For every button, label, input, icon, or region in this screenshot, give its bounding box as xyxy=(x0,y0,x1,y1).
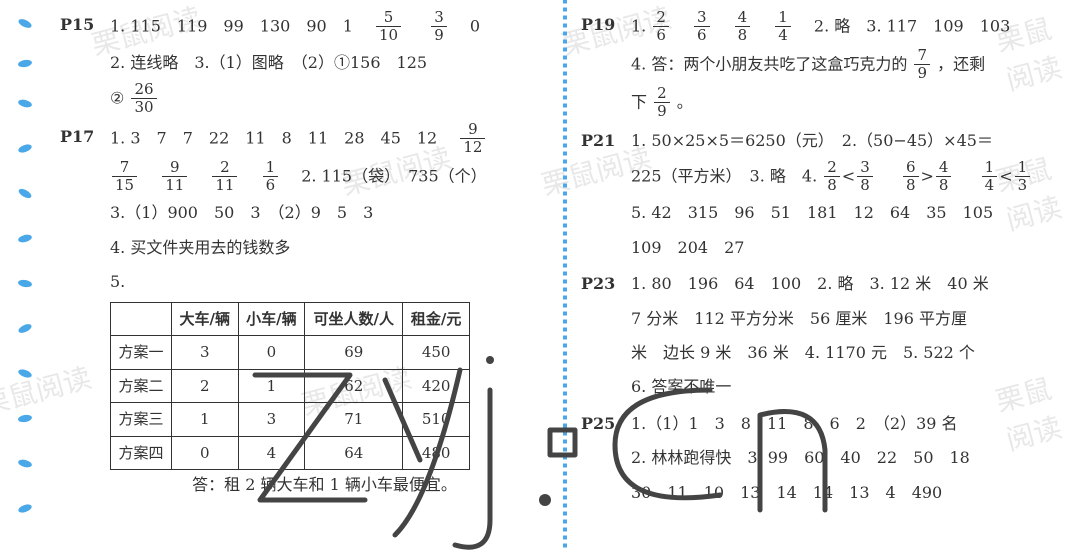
frac: 912 xyxy=(460,121,485,155)
center-divider xyxy=(559,0,571,551)
right-column: P19 1. 26 36 48 14 2. 略 3. 117 109 103 4… xyxy=(571,0,1080,551)
p23-l1: 1. 80 196 64 100 2. 略 3. 12 米 40 米 xyxy=(631,269,1060,299)
p19-l1a: 1. xyxy=(631,17,651,36)
frac: 36 xyxy=(694,9,710,43)
p21-label: P21 xyxy=(581,126,631,267)
th: 租金/元 xyxy=(403,302,470,336)
frac: 14 xyxy=(982,159,998,193)
p17-l5: 5. xyxy=(110,267,539,297)
p15-l1a: 1. 115 119 99 130 90 1 xyxy=(110,17,369,36)
frac: 16 xyxy=(263,159,279,193)
p17-content: 1. 3 7 7 22 11 8 11 28 45 12 912 715 911… xyxy=(110,122,539,504)
p15-l1b: 0 xyxy=(454,17,480,36)
frac: 26 xyxy=(653,9,669,43)
p23-l2: 7 分米 112 平方分米 56 厘米 196 平方厘 xyxy=(631,304,1060,334)
th: 大车/辆 xyxy=(171,302,238,336)
p19-l1b: 2. 略 3. 117 109 103 xyxy=(798,17,1010,36)
p23-label: P23 xyxy=(581,269,631,407)
table-row: 方案三 1 3 71 510 xyxy=(111,403,470,437)
p15-label: P15 xyxy=(60,10,110,120)
p23-l4: 6. 答案不唯一 xyxy=(631,372,1060,402)
p19-l3a: 下 xyxy=(631,93,647,112)
p21-l2a: 225（平方米） 3. 略 4. xyxy=(631,167,822,186)
p17-table: 大车/辆 小车/辆 可坐人数/人 租金/元 方案一 3 0 69 450 方案二 xyxy=(110,302,470,471)
p19-l2a: 4. 答：两个小朋友共吃了这盒巧克力的 xyxy=(631,55,907,74)
table-row: 方案一 3 0 69 450 xyxy=(111,336,470,370)
p23-content: 1. 80 196 64 100 2. 略 3. 12 米 40 米 7 分米 … xyxy=(631,269,1060,407)
p21-l3: 5. 42 315 96 51 181 12 64 35 105 xyxy=(631,198,1060,228)
p19-l2b: ，还剩 xyxy=(937,55,985,74)
frac: 68 xyxy=(903,159,919,193)
p15-l3a: ② xyxy=(110,89,124,108)
p17-label: P17 xyxy=(60,122,110,504)
table-row: 方案四 0 4 64 480 xyxy=(111,436,470,470)
left-border xyxy=(0,0,50,551)
th: 可坐人数/人 xyxy=(305,302,403,336)
p25-content: 1.（1）1 3 8 11 8 6 2 （2）39 名 2. 林林跑得快 3. … xyxy=(631,409,1060,512)
entry-p19: P19 1. 26 36 48 14 2. 略 3. 117 109 103 4… xyxy=(581,10,1060,124)
p19-l3b: 。 xyxy=(677,93,693,112)
frac: 510 xyxy=(376,9,401,43)
p19-label: P19 xyxy=(581,10,631,124)
page: P15 1. 115 119 99 130 90 1 510 39 0 2. 连… xyxy=(0,0,1080,551)
frac: 29 xyxy=(654,85,670,119)
table-header-row: 大车/辆 小车/辆 可坐人数/人 租金/元 xyxy=(111,302,470,336)
frac: 48 xyxy=(735,9,751,43)
frac: 2630 xyxy=(131,81,156,115)
th xyxy=(111,302,172,336)
th: 小车/辆 xyxy=(238,302,305,336)
p21-content: 1. 50×25×5＝6250（元） 2.（50−45）×45＝ 225（平方米… xyxy=(631,126,1060,267)
p23-l3: 米 边长 9 米 36 米 4. 1170 元 5. 522 个 xyxy=(631,338,1060,368)
frac: 911 xyxy=(162,159,187,193)
left-column: P15 1. 115 119 99 130 90 1 510 39 0 2. 连… xyxy=(50,0,559,551)
frac: 79 xyxy=(914,47,930,81)
frac: 38 xyxy=(857,159,873,193)
p25-l1: 1.（1）1 3 8 11 8 6 2 （2）39 名 xyxy=(631,409,1060,439)
frac: 28 xyxy=(824,159,840,193)
entry-p15: P15 1. 115 119 99 130 90 1 510 39 0 2. 连… xyxy=(60,10,539,120)
p25-label: P25 xyxy=(581,409,631,512)
p19-content: 1. 26 36 48 14 2. 略 3. 117 109 103 4. 答：… xyxy=(631,10,1060,124)
p17-l4: 4. 买文件夹用去的钱数多 xyxy=(110,233,539,263)
entry-p17: P17 1. 3 7 7 22 11 8 11 28 45 12 912 715… xyxy=(60,122,539,504)
p17-l1a: 1. 3 7 7 22 11 8 11 28 45 12 xyxy=(110,129,453,148)
p17-l3: 3.（1）900 50 3 （2）9 5 3 xyxy=(110,198,539,228)
p25-l3: 30 11 10 13 14 14 13 4 490 xyxy=(631,478,1060,508)
frac: 211 xyxy=(212,159,237,193)
frac: 39 xyxy=(431,9,447,43)
p15-content: 1. 115 119 99 130 90 1 510 39 0 2. 连线略 3… xyxy=(110,10,539,120)
p21-l4: 109 204 27 xyxy=(631,233,1060,263)
frac: 14 xyxy=(775,9,791,43)
entry-p25: P25 1.（1）1 3 8 11 8 6 2 （2）39 名 2. 林林跑得快… xyxy=(581,409,1060,512)
p17-l2b: 2. 115（袋） 735（个） xyxy=(285,167,486,186)
p25-l2: 2. 林林跑得快 3. 99 60 40 22 50 18 xyxy=(631,443,1060,473)
entry-p23: P23 1. 80 196 64 100 2. 略 3. 12 米 40 米 7… xyxy=(581,269,1060,407)
frac: 715 xyxy=(112,159,137,193)
table-row: 方案二 2 1 62 420 xyxy=(111,369,470,403)
entry-p21: P21 1. 50×25×5＝6250（元） 2.（50−45）×45＝ 225… xyxy=(581,126,1060,267)
p21-l1: 1. 50×25×5＝6250（元） 2.（50−45）×45＝ xyxy=(631,126,1060,156)
p15-l2: 2. 连线略 3.（1）图略 （2）①156 125 xyxy=(110,48,539,78)
frac: 48 xyxy=(936,159,952,193)
frac: 13 xyxy=(1015,159,1031,193)
p17-foot: 答：租 2 辆大车和 1 辆小车最便宜。 xyxy=(110,470,539,500)
